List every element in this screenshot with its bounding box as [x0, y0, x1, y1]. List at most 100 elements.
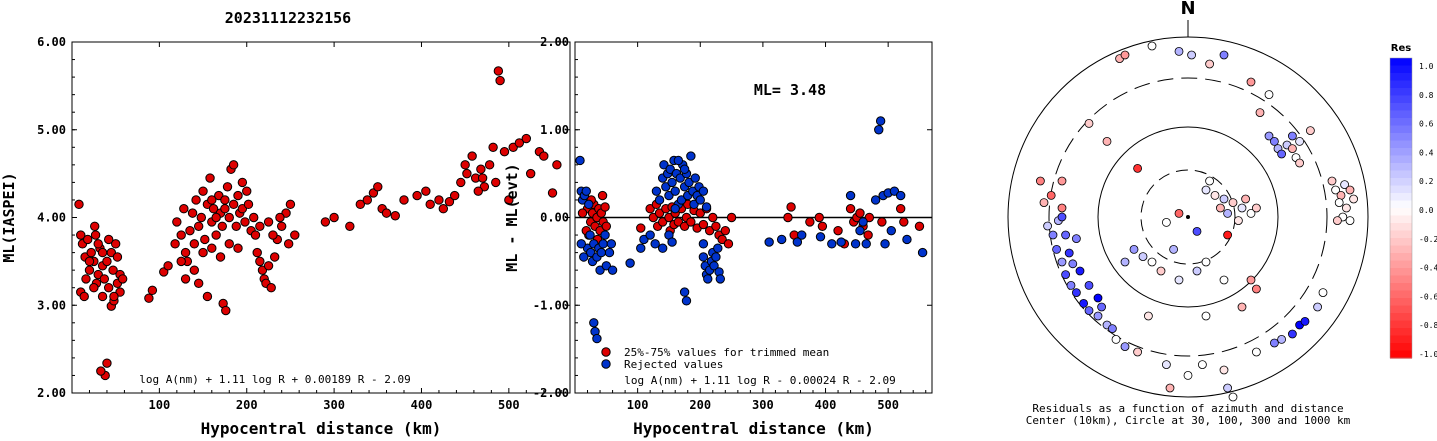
colorbar-tick-label: 0.4 — [1419, 148, 1434, 157]
data-point — [99, 274, 110, 284]
station-point — [1246, 77, 1256, 87]
data-point — [886, 225, 896, 236]
data-point — [547, 188, 558, 198]
data-point — [657, 243, 668, 253]
data-point — [163, 261, 173, 271]
station-point — [1277, 334, 1286, 344]
data-point — [858, 217, 868, 227]
data-point — [329, 212, 339, 223]
data-point — [491, 177, 501, 188]
y-tick-label: 2.00 — [540, 35, 569, 49]
data-point — [504, 195, 514, 205]
x-tick-label: 100 — [627, 398, 649, 412]
plot-frame — [71, 41, 571, 394]
station-point — [1093, 311, 1103, 321]
data-point — [108, 265, 118, 275]
data-point — [695, 195, 705, 205]
data-point — [252, 247, 262, 258]
station-point — [1133, 347, 1142, 357]
station-point — [1300, 316, 1310, 326]
colorbar-swatch — [1390, 283, 1412, 292]
data-point — [654, 208, 665, 218]
data-point — [776, 234, 787, 245]
data-point — [250, 230, 261, 240]
station-point — [1120, 50, 1130, 60]
colorbar-swatch — [1390, 193, 1412, 202]
station-point — [1333, 216, 1342, 226]
station-point — [1064, 248, 1074, 258]
data-point — [89, 283, 99, 293]
data-point — [698, 239, 709, 249]
station-point — [1288, 131, 1297, 141]
data-point — [86, 247, 96, 258]
data-point — [144, 293, 154, 303]
station-point — [1108, 324, 1117, 334]
colorbar-swatch — [1390, 185, 1412, 194]
colorbar-swatch — [1390, 148, 1412, 157]
colorbar-tick-label: 0.2 — [1419, 177, 1434, 186]
data-point — [657, 217, 668, 227]
data-point — [224, 212, 234, 223]
data-point — [97, 291, 108, 302]
station-point — [1313, 302, 1322, 312]
station-point — [1252, 203, 1261, 213]
data-point — [484, 160, 495, 170]
data-point — [645, 204, 655, 214]
data-point — [783, 212, 793, 223]
colorbar-tick-label: -0.6 — [1419, 292, 1437, 301]
x-tick-label: 500 — [877, 398, 899, 412]
station-point — [1138, 252, 1148, 262]
data-point — [654, 195, 665, 205]
colorbar-swatch — [1390, 140, 1412, 149]
station-point — [1120, 257, 1130, 267]
data-point — [576, 239, 586, 249]
ring-300km — [1048, 77, 1328, 357]
data-point — [805, 217, 815, 227]
station-point — [1219, 275, 1229, 285]
data-point — [679, 221, 690, 231]
data-point — [690, 173, 700, 183]
y-tick-label: -1.00 — [533, 298, 569, 312]
station-point — [1306, 126, 1315, 136]
data-point — [103, 283, 114, 293]
data-point — [636, 223, 646, 233]
y-tick-label: 0.00 — [540, 211, 569, 225]
data-point — [102, 256, 112, 267]
data-point — [585, 247, 596, 258]
station-point — [1084, 306, 1094, 316]
colorbar-swatch — [1390, 95, 1412, 104]
station-point — [1133, 163, 1142, 173]
data-point — [914, 221, 925, 231]
data-point — [200, 234, 210, 245]
colorbar-swatch — [1390, 178, 1412, 187]
data-point — [895, 190, 906, 201]
colorbar-swatch — [1390, 200, 1412, 209]
data-point — [102, 358, 112, 368]
data-point — [488, 142, 498, 153]
epicenter-marker — [1186, 215, 1190, 219]
data-point — [673, 155, 684, 166]
legend-marker — [601, 347, 611, 357]
colorbar-tick-label: -0.8 — [1419, 321, 1437, 330]
data-point — [217, 221, 227, 231]
data-point — [79, 291, 89, 302]
data-point — [198, 186, 208, 196]
formula-text: log A(nm) + 1.11 log R - 0.00024 R - 2.0… — [624, 374, 896, 387]
data-point — [76, 230, 86, 240]
data-point — [103, 234, 114, 245]
data-point — [675, 173, 685, 183]
station-point — [1075, 266, 1085, 276]
station-point — [1057, 212, 1067, 222]
data-point — [792, 237, 803, 247]
data-point — [698, 219, 709, 230]
data-point — [390, 211, 400, 221]
data-point — [399, 195, 409, 205]
data-point — [874, 125, 884, 135]
colorbar-swatch — [1390, 290, 1412, 299]
data-point — [473, 186, 483, 196]
data-point — [664, 212, 674, 223]
station-point — [1162, 217, 1171, 227]
station-point — [1264, 131, 1274, 141]
data-point — [639, 234, 649, 245]
station-point — [1057, 203, 1067, 213]
